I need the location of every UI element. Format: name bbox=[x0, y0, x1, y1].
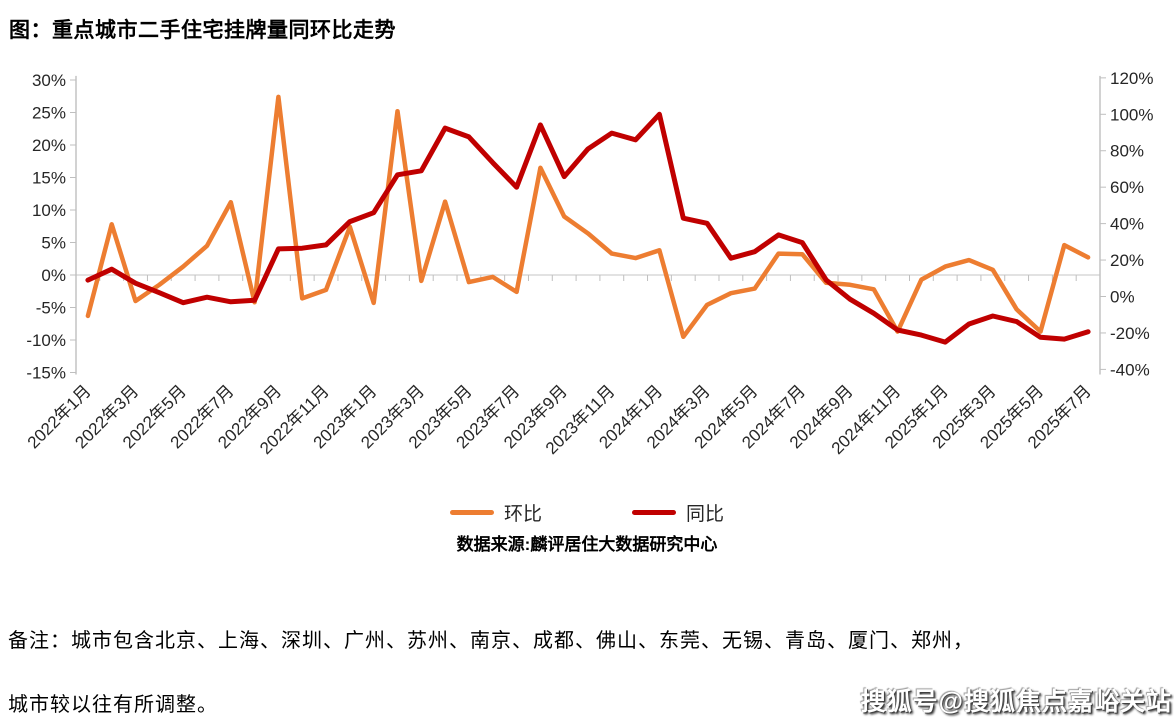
right-axis-tick-label: 40% bbox=[1110, 215, 1144, 234]
left-axis-tick-label: 10% bbox=[32, 201, 66, 220]
legend-label-yoy: 同比 bbox=[686, 504, 725, 525]
left-axis-tick-label: -5% bbox=[36, 299, 66, 318]
left-axis-tick-label: 0% bbox=[41, 266, 66, 285]
right-axis-tick-label: 80% bbox=[1110, 142, 1144, 161]
legend-label-mom: 环比 bbox=[503, 504, 542, 525]
data-source-note: 数据来源:麟评居住大数据研究中心 bbox=[456, 535, 718, 554]
legend-item-mom: 环比 bbox=[449, 499, 542, 526]
yoy-series-line bbox=[85, 111, 1091, 345]
left-axis-tick-label: 25% bbox=[32, 104, 66, 123]
left-axis-tick-label: 30% bbox=[32, 71, 66, 90]
left-axis-tick-label: -10% bbox=[26, 331, 66, 350]
footnote-line-1: 备注：城市包含北京、上海、深圳、广州、苏州、南京、成都、佛山、东莞、无锡、青岛、… bbox=[8, 630, 974, 652]
left-axis-tick-label: 15% bbox=[32, 169, 66, 188]
footnote-line-2: 城市较以往有所调整。 bbox=[8, 694, 218, 716]
right-axis-tick-label: 120% bbox=[1110, 69, 1153, 88]
right-axis-tick-label: 20% bbox=[1110, 251, 1144, 270]
right-axis-tick-label: -40% bbox=[1110, 360, 1150, 379]
legend-item-yoy: 同比 bbox=[632, 499, 724, 526]
left-axis: 30% 25% 20% 15% 10% 5% 0% -5% -10% -15% bbox=[26, 71, 77, 383]
x-axis-labels: 2022年1月2022年3月2022年5月2022年7月2022年9月2022年… bbox=[24, 381, 1095, 458]
x-axis-ticks bbox=[75, 275, 1101, 281]
yoy-line-swatch bbox=[632, 510, 676, 515]
left-axis-tick-label: 20% bbox=[32, 136, 66, 155]
right-axis-tick-label: 60% bbox=[1110, 178, 1144, 197]
right-axis-tick-label: -20% bbox=[1110, 324, 1150, 343]
watermark-text: 搜狐号@搜狐焦点嘉峪关站 bbox=[860, 688, 1172, 716]
chart-legend: 环比 同比 bbox=[0, 499, 1174, 526]
right-axis-tick-label: 100% bbox=[1110, 105, 1153, 124]
line-chart-canvas: 30% 25% 20% 15% 10% 5% 0% -5% -10% -15% 120% 100% 80… bbox=[24, 69, 1154, 458]
left-axis-tick-label: 5% bbox=[41, 234, 66, 253]
mom-line-swatch bbox=[449, 510, 494, 515]
chart-title: 图：重点城市二手住宅挂牌量同环比走势 bbox=[9, 19, 396, 42]
left-axis-tick-label: -15% bbox=[26, 364, 66, 383]
right-axis-tick-label: 0% bbox=[1110, 288, 1135, 307]
right-axis: 120% 100% 80% 60% 40% 20% 0% -20% -40% bbox=[1099, 69, 1153, 379]
